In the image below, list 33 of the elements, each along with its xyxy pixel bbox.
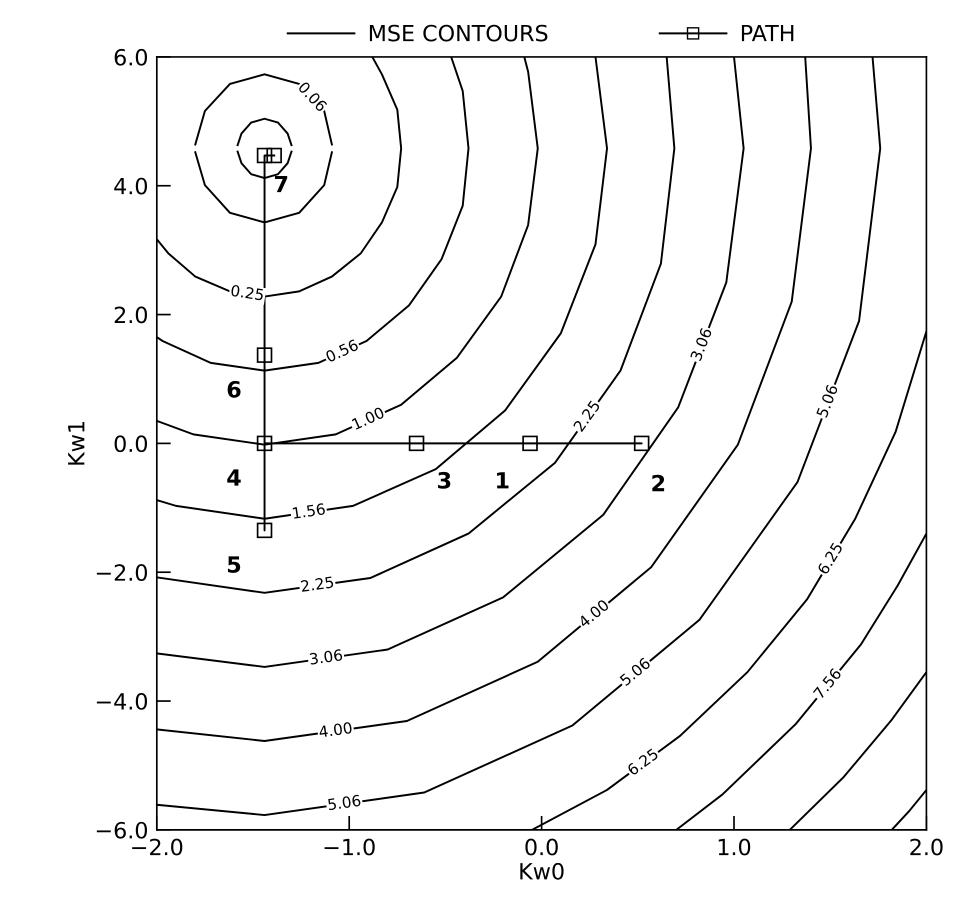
annotation: 3 [438,472,450,489]
y-tick-label: −4.0 [96,692,147,710]
x-tick-label: 0.0 [525,838,558,856]
y-tick-label: 2.0 [114,306,147,324]
annotation: 1.00 [352,406,385,430]
y-tick-label: −6.0 [96,822,147,839]
x-tick-label: −1.0 [324,838,375,856]
annotation: 4 [227,469,241,486]
x-tick-label: −2.0 [132,838,182,856]
annotation: 1 [497,472,508,488]
annotation: 5 [228,556,240,573]
annotation: 0.56 [324,338,359,363]
x-axis-title: Kw0 [520,862,564,880]
annotation: 6 [228,380,241,398]
y-tick-label: −2.0 [96,564,147,581]
annotation: 3.06 [309,648,343,665]
annotation: 0.25 [230,284,264,301]
annotation: 4.00 [318,722,352,738]
y-axis-title: Kw1 [68,422,84,465]
x-tick-label: 1.0 [718,838,750,856]
x-tick-label: 2.0 [910,838,943,856]
annotation: 7 [274,176,288,192]
y-tick-label: 0.0 [114,435,147,452]
annotation: 5.06 [816,384,838,418]
annotation: 1.56 [292,502,326,519]
legend-label: MSE CONTOURS [370,24,548,42]
annotation: 3.06 [690,327,712,362]
annotation: 5.06 [328,794,361,810]
legend-label: PATH [742,24,794,42]
annotation: 2.25 [300,576,334,592]
y-tick-label: 6.0 [114,48,147,66]
annotation: 2 [652,474,664,492]
y-tick-label: 4.0 [114,178,147,194]
